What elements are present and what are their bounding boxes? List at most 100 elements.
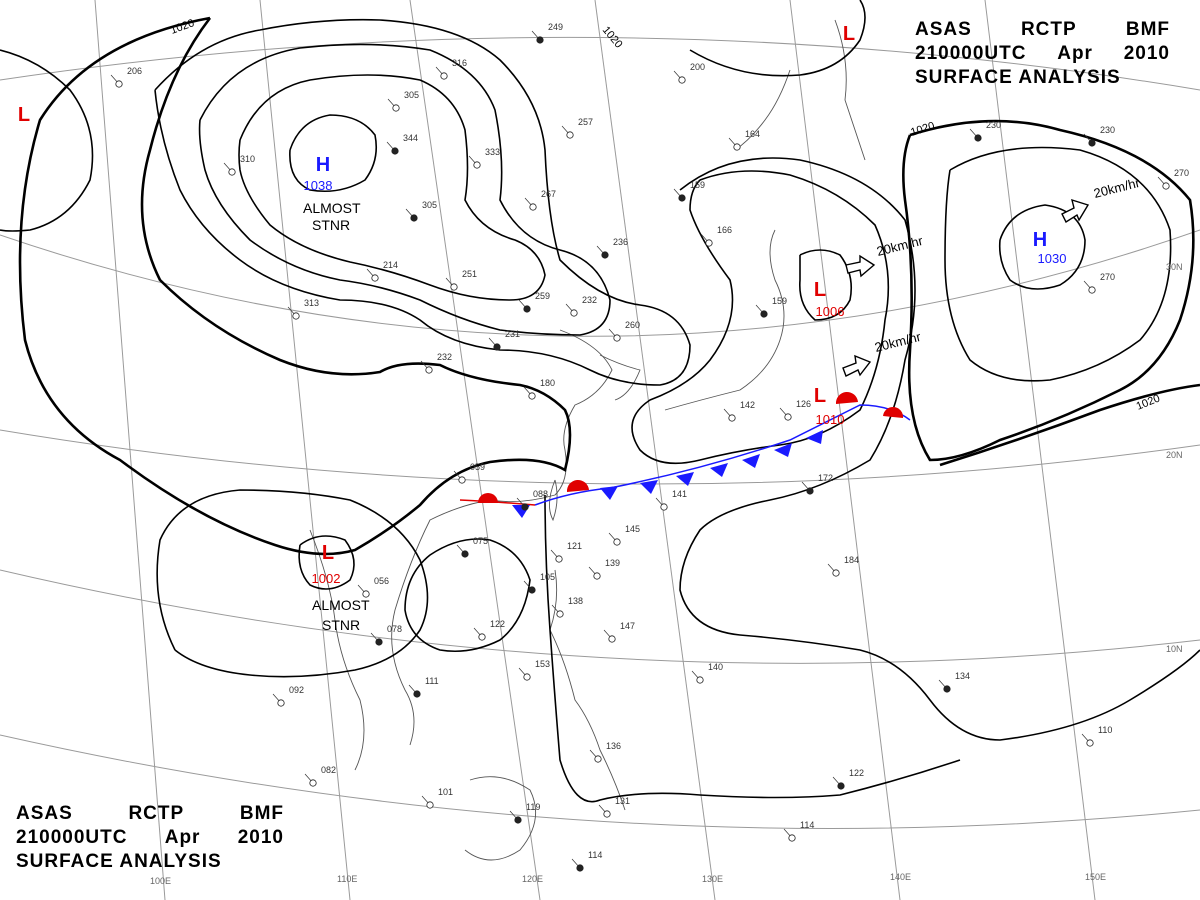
station-circle (292, 312, 300, 320)
station-circle (613, 538, 621, 546)
station-circle (566, 131, 574, 139)
station-pressure: 259 (535, 291, 550, 301)
low-japan-value: 1006 (816, 304, 845, 319)
header-time: 210000UTC (16, 827, 128, 848)
station-circle (1088, 139, 1096, 147)
motion-label-east: 20km/hr (1092, 175, 1142, 201)
isobar-label-d: 1020 (1135, 392, 1162, 412)
station-pressure: 122 (849, 768, 864, 778)
header-bottom-left: ASAS RCTP BMF 210000UTC Apr 2010 SURFACE… (16, 802, 284, 874)
coast-japan (664, 69, 791, 411)
station-circle (523, 673, 531, 681)
lon-label-100e: 100E (150, 876, 171, 886)
station-circle (601, 251, 609, 259)
station-plot: 136 (589, 741, 621, 763)
isobar-1008-south (156, 489, 429, 678)
coastlines (309, 19, 866, 861)
station-pressure: 236 (613, 237, 628, 247)
header-year: 2010 (237, 827, 284, 848)
station-circle (1162, 182, 1170, 190)
station-plot: 333 (468, 147, 500, 169)
cold-front-tri-3 (640, 480, 658, 494)
station-pressure: 310 (240, 154, 255, 164)
station-circle (115, 80, 123, 88)
station-pressure: 232 (582, 295, 597, 305)
high-east-value: 1030 (1038, 251, 1067, 266)
station-plot: 122 (832, 768, 864, 790)
station-circle (426, 801, 434, 809)
meridian-110e (259, 0, 351, 900)
motion-arrow-east (1061, 198, 1090, 224)
pressure-centers: H 1038 H 1030 L 1006 L 1010 L 1002 L L (18, 23, 1067, 586)
station-circle (493, 343, 501, 351)
station-pressure: 316 (452, 58, 467, 68)
isobar-1012-japan (631, 170, 890, 465)
station-pressure: 166 (717, 225, 732, 235)
high-north-value: 1038 (304, 178, 333, 193)
coast-philippines (549, 569, 626, 811)
station-plot: 145 (608, 524, 640, 546)
isobar-label-a: 1020 (169, 17, 196, 37)
station-circle (837, 782, 845, 790)
station-circle (410, 214, 418, 222)
stnr-north-line1: ALMOST (303, 200, 361, 216)
high-north-symbol: H (316, 154, 330, 176)
isobar-1008-japan (798, 249, 853, 321)
station-pressure: 142 (740, 400, 755, 410)
cold-front-tri-2 (600, 486, 618, 500)
cold-front-tri-6 (742, 454, 760, 468)
station-plot: 344 (386, 133, 418, 155)
station-plot: 313 (287, 298, 319, 320)
station-pressure: 270 (1174, 168, 1189, 178)
station-pressure: 140 (708, 662, 723, 672)
station-pressure: 172 (818, 473, 833, 483)
station-pressure: 159 (772, 296, 787, 306)
station-circle (594, 755, 602, 763)
station-circle (556, 610, 564, 618)
station-circle (608, 635, 616, 643)
station-plot: 257 (561, 117, 593, 139)
station-plot: 180 (523, 378, 555, 400)
station-plot: 122 (473, 619, 505, 641)
station-pressure: 141 (672, 489, 687, 499)
meridian-120e (409, 0, 541, 900)
lon-label-140e: 140E (890, 872, 911, 882)
station-plot: 159 (673, 180, 705, 202)
station-plot: 316 (435, 58, 467, 80)
parallel-40n (0, 36, 1200, 91)
station-plot: 092 (272, 685, 304, 707)
station-plot: 140 (691, 662, 723, 684)
lon-label-110e: 110E (337, 874, 357, 884)
header-year: 2010 (1123, 43, 1170, 64)
header-word-bmf: BMF (239, 803, 284, 824)
station-plot: 075 (456, 536, 488, 558)
motion-arrow-front (842, 354, 872, 377)
parallel-10n (0, 569, 1200, 664)
station-pressure: 313 (304, 298, 319, 308)
station-circle (603, 810, 611, 818)
station-plot: 141 (655, 489, 687, 511)
station-plot: 267 (524, 189, 556, 211)
station-plot: 101 (421, 787, 453, 809)
station-plot: 059 (453, 462, 485, 484)
cold-front-tri-4 (676, 472, 694, 486)
station-circle (228, 168, 236, 176)
station-plot: 231 (488, 329, 520, 351)
station-pressure: 232 (437, 352, 452, 362)
station-circle (613, 334, 621, 342)
station-plot: 172 (801, 473, 833, 495)
station-circle (392, 104, 400, 112)
station-plot: 260 (608, 320, 640, 342)
fronts (459, 391, 911, 518)
meridian-140e (789, 0, 901, 900)
low-front-value: 1010 (816, 412, 845, 427)
station-pressure: 147 (620, 621, 635, 631)
header-word-asas: ASAS (915, 19, 972, 40)
station-pressure: 305 (422, 200, 437, 210)
isobar-label-c: 1020 (909, 120, 936, 139)
isobar-1016-nwcorner (0, 49, 94, 232)
station-circle (391, 147, 399, 155)
station-pressure: 180 (540, 378, 555, 388)
coast-sakhalin (834, 19, 866, 161)
